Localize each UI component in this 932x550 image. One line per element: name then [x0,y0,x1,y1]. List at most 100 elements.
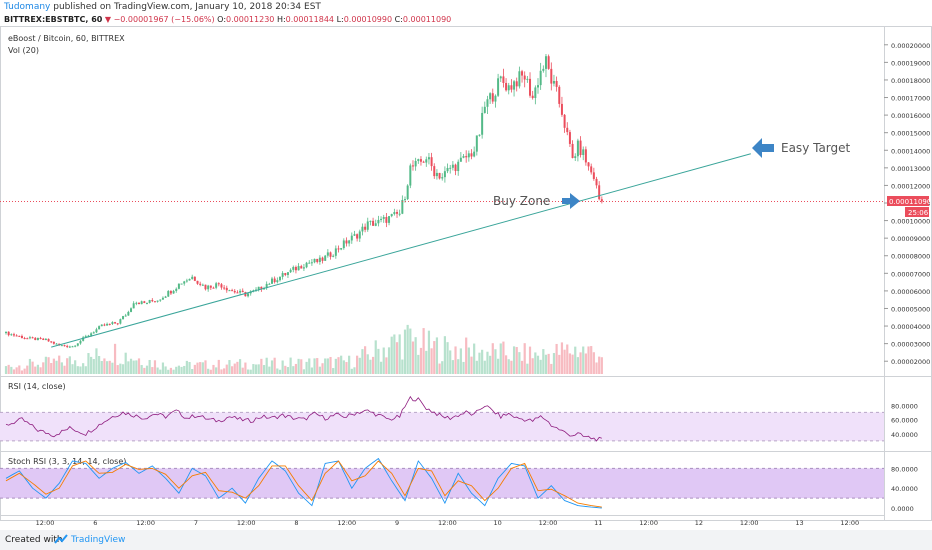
tradingview-brand-link[interactable]: TradingView [71,535,126,545]
publish-info: Tudomany published on TradingView.com, J… [4,2,321,12]
volume-bar [411,341,415,374]
volume-bar [159,369,162,374]
candle-body [534,87,537,99]
candle-body [161,297,164,300]
candle-body [353,234,356,236]
volume-bar [358,357,361,374]
volume-bar [76,366,79,374]
rsi-tick-label: 60.0000 [891,417,918,425]
rsi-tick-label: 40.0000 [891,431,918,439]
candle-body [598,185,601,200]
volume-bar [361,349,364,374]
volume-bar [284,365,287,374]
rsi-band [0,411,884,442]
volume-bar [71,364,74,374]
volume-bar [212,364,215,374]
chart-canvas[interactable]: eBoost / Bitcoin, 60, BITTREX Vol (20) R… [0,0,932,530]
volume-bar [36,364,40,374]
candle-body [486,99,489,107]
candle-body [324,255,327,261]
candle-body [23,338,26,340]
price-tick-label: 0.00016000 [891,112,930,120]
candle-body [326,252,329,256]
volume-bar [337,357,340,374]
time-axis[interactable]: 12:00 6 12:00 7 12:00 8 12:00 9 12:00 10 12:00 11 12… [36,519,860,527]
candle-body [103,324,106,326]
candle-body [388,216,391,223]
trendline[interactable] [51,153,751,348]
volume-bar [42,362,45,374]
volume-bar [366,354,369,374]
volume-bar [348,355,351,374]
rsi-axis: 80.0000 60.0000 40.0000 [891,402,918,439]
candle-body [185,280,188,282]
candle-body [513,81,516,90]
volume-bar [555,343,558,374]
candle-body [411,165,414,167]
candle-body [145,302,148,304]
volume-bar [539,359,542,374]
volume-bar [87,353,90,374]
created-with-text: Created with [5,535,63,545]
volume-bar [590,346,593,374]
candle-body [369,220,372,222]
time-tick-label: 12:00 [337,519,356,527]
candle-body [180,283,183,285]
candle-body [31,337,34,339]
stoch-tick-label: 40.0000 [891,485,918,493]
volume-bar [18,365,21,374]
trendline-segment [51,153,751,348]
candle-body [587,162,590,167]
easy-target-annotation[interactable]: Easy Target [752,138,851,158]
volume-bar [262,365,266,374]
volume-bar [241,367,244,374]
stoch-path [5,457,602,509]
candle-body [393,212,396,215]
volume-bar [231,366,234,374]
candle-body [12,334,15,336]
candle-body [114,322,117,324]
candle-body [542,68,545,71]
volume-bar [148,359,151,374]
candle-body [465,156,468,158]
candle-body [451,164,454,168]
buy-zone-annotation[interactable]: Buy Zone [493,193,580,209]
volume-bar [273,357,276,374]
candle-body [366,221,369,230]
volume-bar [544,354,548,374]
volume-bar [31,361,34,374]
volume-bar [528,346,532,374]
volume-bar [105,361,109,374]
volume-bar [28,358,32,374]
candle-body [305,262,308,268]
candle-body [92,332,95,334]
candle-body [382,217,385,219]
volume-bar [417,354,420,374]
volume-bar [499,343,502,374]
volume-bar [430,348,433,374]
volume-bar [185,360,188,374]
volume-bar [79,366,82,374]
candle-body [473,151,476,157]
volume-bar [329,356,332,374]
volume-bar [374,340,377,374]
volume-bar [483,360,486,374]
candle-body [148,300,151,303]
stoch-tick-label: 0.0000 [891,505,914,513]
volume-bar [113,343,117,374]
volume-bar [478,352,481,374]
price-tick-label: 0.00008000 [891,253,930,261]
volume-bar [475,360,478,374]
volume-bar [342,360,345,374]
rsi-band-fill [0,412,884,441]
countdown-value: 25:06 [908,209,929,217]
high-value: 0.00011844 [285,15,335,24]
candle-body [15,335,18,337]
candle-body [462,156,465,158]
candle-body [568,132,571,144]
candle-body [491,93,494,102]
author-link[interactable]: Tudomany [4,2,51,12]
volume-bar [534,352,537,374]
candle-body [321,257,324,261]
volume-bar [566,344,569,374]
